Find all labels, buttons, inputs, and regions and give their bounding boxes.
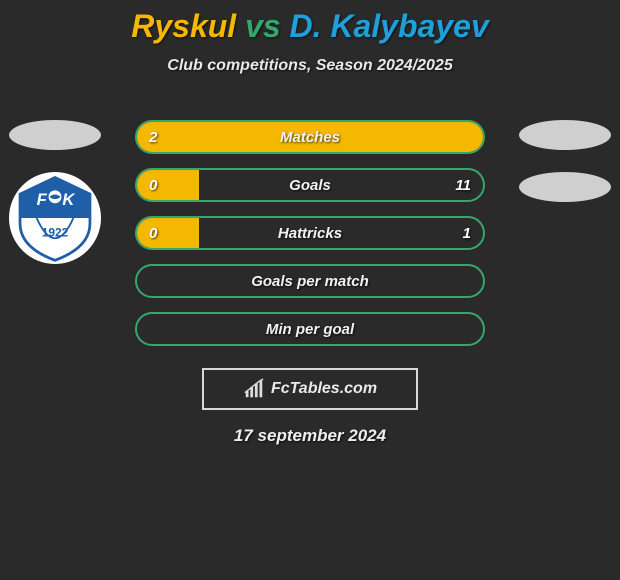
- comparison-card: Ryskul vs D. Kalybayev Club competitions…: [0, 0, 620, 75]
- watermark: FcTables.com: [202, 368, 418, 410]
- stat-row-min-per-goal: Min per goal: [135, 312, 485, 346]
- stat-row-goals-per-match: Goals per match: [135, 264, 485, 298]
- watermark-text: FcTables.com: [271, 380, 377, 398]
- stat-row-hattricks: 01Hattricks: [135, 216, 485, 250]
- svg-text:K: K: [62, 190, 75, 209]
- vs-label: vs: [245, 8, 281, 44]
- club-crest-icon: F K 1922: [9, 172, 101, 264]
- stat-bars: 2Matches 011Goals 01Hattricks Goals per mat…: [135, 120, 485, 346]
- player2-name: D. Kalybayev: [290, 8, 489, 44]
- player2-placeholder-1: [519, 120, 611, 150]
- footer-area: FcTables.com 17 september 2024: [0, 350, 620, 446]
- player2-side: [510, 120, 620, 202]
- player2-placeholder-2: [519, 172, 611, 202]
- svg-text:F: F: [37, 190, 48, 209]
- stat-label: Hattricks: [137, 225, 483, 242]
- player1-club-crest: F K 1922: [9, 172, 101, 264]
- player1-name: Ryskul: [131, 8, 236, 44]
- comparison-title: Ryskul vs D. Kalybayev: [0, 8, 620, 45]
- player1-side: F K 1922: [0, 120, 110, 264]
- stat-row-goals: 011Goals: [135, 168, 485, 202]
- stat-label: Min per goal: [137, 321, 483, 338]
- season-subtitle: Club competitions, Season 2024/2025: [0, 57, 620, 75]
- stat-label: Matches: [137, 129, 483, 146]
- stat-label: Goals: [137, 177, 483, 194]
- date-stamp: 17 september 2024: [0, 426, 620, 446]
- player1-placeholder: [9, 120, 101, 150]
- stat-row-matches: 2Matches: [135, 120, 485, 154]
- stat-label: Goals per match: [137, 273, 483, 290]
- bar-chart-icon: [243, 378, 265, 400]
